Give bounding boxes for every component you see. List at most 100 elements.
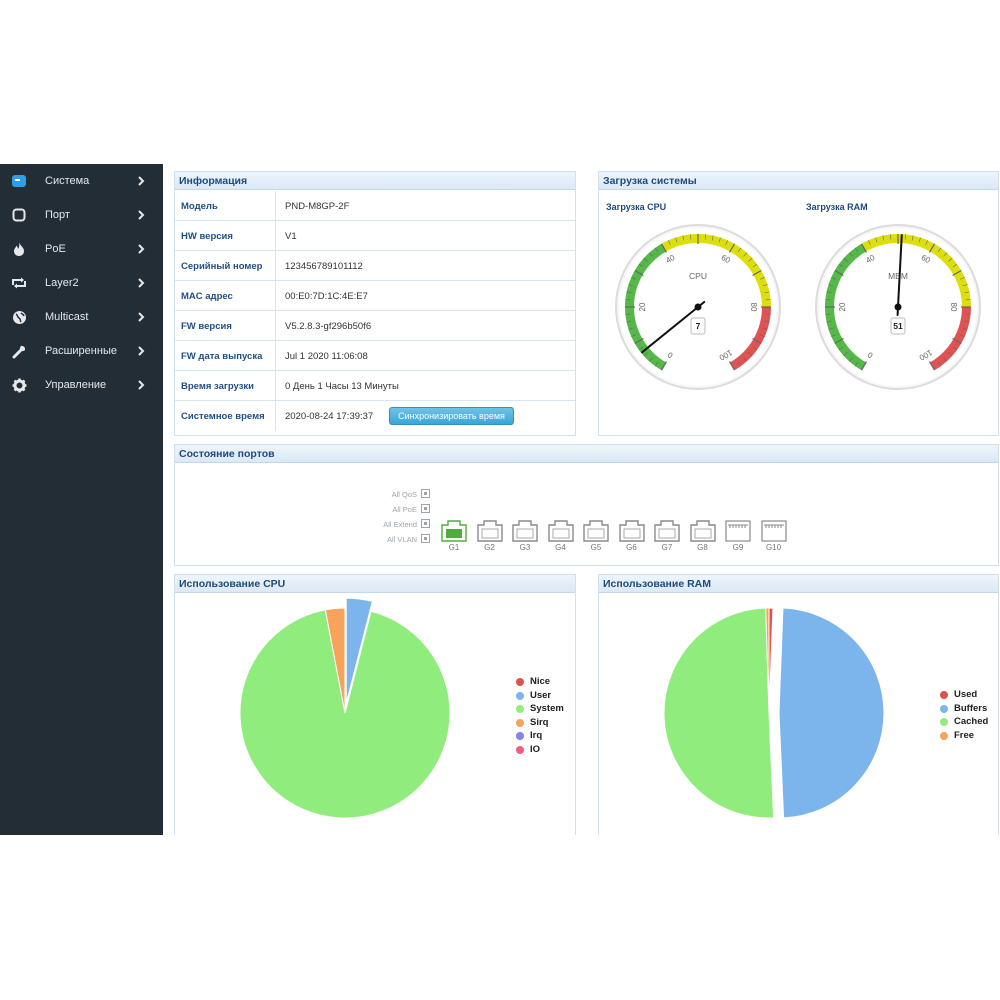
gauge-tick — [937, 247, 942, 253]
gauge-tick — [628, 327, 634, 330]
pie-slice-sirq[interactable] — [324, 607, 346, 714]
ram-load-label: Загрузка RAM — [806, 202, 868, 212]
sidebar-item-layer2[interactable]: Layer2 — [0, 266, 163, 300]
legend-item[interactable]: System — [516, 702, 576, 716]
legend-item[interactable]: User — [516, 689, 576, 703]
pie-slice-cached[interactable] — [663, 607, 775, 819]
gauge-tick — [625, 299, 631, 301]
gauge-tick — [962, 327, 968, 330]
port-g9[interactable]: G9 — [725, 519, 751, 553]
sidebar-item-management[interactable]: Управление — [0, 368, 163, 402]
gauge-tick — [918, 237, 921, 243]
port-label: G4 — [555, 543, 566, 552]
port-g5[interactable]: G5 — [583, 519, 609, 553]
gauge-tick — [643, 352, 648, 357]
legend-item[interactable]: Irq — [516, 729, 576, 743]
pie-slice-free[interactable] — [765, 607, 770, 714]
port-g4[interactable]: G4 — [547, 519, 574, 553]
info-value: 123456789101112 — [285, 261, 363, 272]
port-status-panel: Состояние портов All QoS All PoE All Ext… — [174, 444, 999, 566]
info-key: Время загрузки — [181, 381, 255, 392]
pie-slice-used[interactable] — [768, 607, 774, 714]
legend-item[interactable]: Nice — [516, 675, 576, 689]
sidebar-item-system[interactable]: Система — [0, 164, 163, 198]
info-key: Системное время — [181, 411, 265, 422]
gauge-tick — [654, 361, 659, 367]
legend-item[interactable]: Free — [940, 729, 1000, 743]
cpu-usage-panel: Использование CPU Nice User System Sirq … — [174, 574, 576, 835]
all-poe-toggle[interactable] — [421, 504, 430, 513]
port-g10[interactable]: G10 — [760, 519, 787, 553]
port-g7[interactable]: G7 — [654, 519, 680, 553]
gauge-tick — [831, 334, 837, 337]
gauge-value-box — [690, 317, 706, 335]
legend-label: Buffers — [954, 702, 988, 714]
port-label: G5 — [590, 543, 602, 552]
port-label: G3 — [519, 543, 531, 552]
legend-dot — [516, 718, 524, 727]
gauge-tick — [826, 320, 832, 323]
port-square-icon — [10, 206, 28, 224]
legend-item[interactable]: Cached — [940, 715, 1000, 729]
port-g3[interactable]: G3 — [512, 519, 538, 553]
legend-item[interactable]: Sirq — [516, 716, 576, 730]
port-g2[interactable]: G2 — [476, 519, 503, 553]
gauge-tick — [854, 361, 859, 367]
gauge-tick — [752, 263, 758, 268]
info-panel: Информация Модель PND-M8GP-2F HW версия V1… — [174, 171, 576, 436]
legend-item[interactable]: IO — [516, 743, 576, 757]
sidebar-item-label: Расширенные — [45, 345, 117, 357]
gauge-tick — [765, 313, 771, 315]
info-row: HW версия V1 — [175, 221, 575, 251]
swap-arrows-icon — [10, 274, 28, 292]
gauge-value: 51 — [893, 321, 903, 331]
legend-item[interactable]: Buffers — [940, 702, 1000, 716]
gauge-tick — [765, 299, 771, 301]
gauge-tick — [668, 240, 671, 246]
info-key: FW версия — [181, 321, 232, 332]
gauge-tick — [834, 269, 844, 277]
legend-dot — [940, 704, 948, 713]
gauge-tick — [860, 243, 868, 253]
info-value: Jul 1 2020 11:06:08 — [285, 351, 368, 362]
all-qos-toggle[interactable] — [421, 489, 430, 498]
gauge-tick — [868, 240, 871, 246]
gauge-tick — [948, 257, 953, 262]
info-row: Системное время 2020-08-24 17:39:37 Синх… — [175, 401, 575, 431]
port-label: G6 — [626, 543, 637, 552]
pie-slice-system[interactable] — [239, 609, 451, 819]
pie-slice-user[interactable] — [345, 598, 373, 704]
gear-icon — [10, 376, 28, 394]
rj45-port-icon — [441, 520, 467, 542]
legend-item[interactable]: Used — [940, 688, 1000, 702]
sidebar-item-port[interactable]: Порт — [0, 198, 163, 232]
gauge-tick — [843, 257, 848, 262]
rj45-port-icon — [689, 520, 716, 542]
panel-header: Использование RAM — [599, 575, 998, 593]
info-value: 00:E0:7D:1C:4E:E7 — [285, 291, 368, 302]
legend-dot — [516, 732, 524, 740]
gauge-name: CPU — [689, 271, 707, 281]
sidebar-item-poe[interactable]: PoE — [0, 232, 163, 266]
ram-pie-chart — [663, 607, 884, 819]
sfp-port-icon — [760, 520, 787, 542]
port-g1[interactable]: G1 — [441, 519, 467, 553]
gauge-tick — [948, 352, 953, 357]
port-g6[interactable]: G6 — [618, 519, 645, 553]
gauge-tick-label: 20 — [638, 302, 647, 311]
pie-slice-buffers[interactable] — [778, 607, 884, 819]
info-key: HW версия — [181, 231, 233, 242]
port-g8[interactable]: G8 — [689, 519, 716, 553]
gauge-tick — [660, 361, 668, 371]
gauge-tick — [848, 252, 853, 257]
gauge-tick — [764, 291, 770, 294]
gauge-tick — [626, 320, 632, 323]
gauge-tick — [759, 334, 765, 337]
all-vlan-toggle[interactable] — [421, 534, 430, 543]
sync-time-button[interactable]: Синхронизировать время — [389, 407, 514, 425]
gauge-tick — [654, 247, 659, 253]
all-extend-toggle[interactable] — [421, 519, 430, 528]
gauge-tick — [952, 346, 958, 351]
sidebar-item-multicast[interactable]: Multicast — [0, 300, 163, 334]
sidebar-item-advanced[interactable]: Расширенные — [0, 334, 163, 368]
